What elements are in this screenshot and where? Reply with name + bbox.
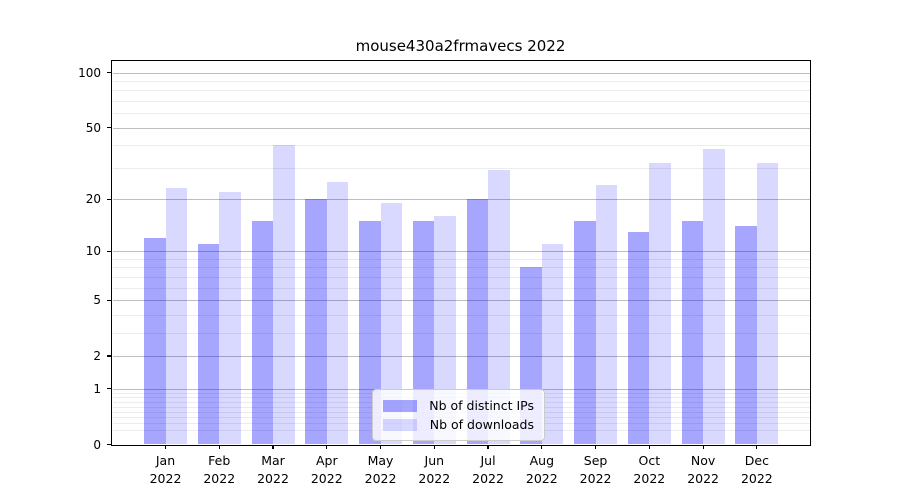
legend-label-downloads: Nb of downloads (429, 417, 534, 432)
y-tick-label: 20 (85, 192, 101, 207)
bar-distinct-ips-dec (735, 226, 757, 445)
x-axis-tick (594, 444, 597, 449)
x-tick-label: Jul 2022 (472, 452, 504, 486)
major-gridline (112, 251, 810, 253)
y-axis-tick (107, 355, 111, 357)
x-tick-label: Dec 2022 (740, 452, 773, 486)
x-axis-tick (487, 444, 489, 449)
bar-downloads-jan (165, 188, 187, 445)
y-tick-label: 5 (93, 293, 101, 308)
bar-downloads-dec (756, 162, 779, 445)
major-gridline (112, 72, 810, 74)
y-axis-tick (107, 299, 111, 301)
y-tick-label: 0 (93, 437, 101, 452)
bar-downloads-nov (703, 149, 725, 445)
x-tick-label: Jan 2022 (149, 452, 182, 486)
x-axis-tick (164, 444, 167, 449)
x-axis-tick (433, 444, 435, 449)
x-axis-tick (702, 444, 704, 449)
y-axis-tick (107, 72, 111, 74)
bar-downloads-apr (326, 181, 349, 445)
y-tick-label: 2 (93, 348, 101, 363)
minor-gridline (112, 101, 810, 103)
minor-gridline (112, 90, 810, 92)
bar-distinct-ips-may (359, 221, 381, 445)
x-tick-label: Sep 2022 (579, 452, 612, 486)
chart-title: mouse430a2frmavecs 2022 (355, 37, 566, 55)
major-gridline (112, 300, 810, 302)
bar-distinct-ips-jun (412, 221, 435, 445)
x-tick-label: Feb 2022 (203, 452, 236, 486)
bar-downloads-sep (595, 185, 618, 445)
x-tick-label: May 2022 (364, 452, 397, 486)
bar-downloads-aug (541, 244, 564, 445)
y-axis-tick (107, 198, 111, 200)
x-axis-tick (326, 444, 328, 449)
bar-distinct-ips-feb (197, 244, 220, 445)
bar-downloads-may (380, 203, 403, 445)
legend-swatch-downloads (383, 418, 417, 431)
minor-gridline (112, 145, 810, 147)
x-axis-tick (379, 444, 382, 449)
bar-distinct-ips-nov (681, 221, 704, 445)
bar-downloads-feb (219, 191, 241, 445)
legend-label-distinct-ips: Nb of distinct IPs (429, 398, 534, 413)
minor-gridline (112, 113, 810, 115)
x-tick-label: Mar 2022 (257, 452, 289, 486)
minor-gridline (112, 167, 810, 169)
y-tick-label: 1 (93, 381, 101, 396)
y-axis-tick (107, 444, 111, 446)
minor-gridline (112, 81, 810, 83)
x-axis-tick (218, 444, 220, 449)
major-gridline (112, 355, 810, 357)
bar-distinct-ips-apr (305, 199, 327, 445)
bar-distinct-ips-oct (627, 231, 650, 445)
x-tick-label: Apr 2022 (310, 452, 343, 486)
bar-distinct-ips-jan (144, 237, 166, 445)
legend-swatch-distinct-ips (383, 399, 417, 412)
x-tick-label: Jun 2022 (418, 452, 451, 486)
bar-downloads-oct (649, 162, 671, 445)
x-tick-label: Oct 2022 (633, 452, 666, 486)
y-axis-tick (107, 127, 111, 129)
major-gridline (112, 199, 810, 201)
legend-item-distinct-ips: Nb of distinct IPs (383, 398, 534, 413)
bar-downloads-jun (434, 216, 456, 445)
bar-downloads-jul (488, 170, 510, 445)
x-axis-tick (756, 444, 758, 449)
minor-gridline (112, 276, 810, 278)
x-tick-label: Aug 2022 (525, 452, 558, 486)
minor-gridline (112, 332, 810, 334)
bar-distinct-ips-mar (251, 221, 274, 445)
minor-gridline (112, 267, 810, 269)
y-tick-label: 50 (85, 120, 101, 135)
y-axis-tick (107, 250, 111, 252)
x-tick-label: Nov 2022 (687, 452, 719, 486)
bar-distinct-ips-jul (466, 199, 489, 445)
minor-gridline (112, 258, 810, 260)
legend: Nb of distinct IPs Nb of downloads (372, 389, 545, 441)
bar-distinct-ips-sep (574, 221, 596, 445)
x-axis-tick (541, 444, 543, 449)
minor-gridline (112, 314, 810, 316)
major-gridline (112, 127, 810, 129)
y-tick-label: 10 (85, 244, 101, 259)
y-tick-label: 100 (78, 65, 101, 80)
minor-gridline (112, 287, 810, 289)
x-axis-tick (272, 444, 274, 449)
bar-downloads-mar (273, 145, 295, 445)
y-axis-tick (107, 388, 111, 390)
legend-item-downloads: Nb of downloads (383, 417, 534, 432)
x-axis-tick (648, 444, 650, 449)
plot-area (111, 60, 811, 446)
